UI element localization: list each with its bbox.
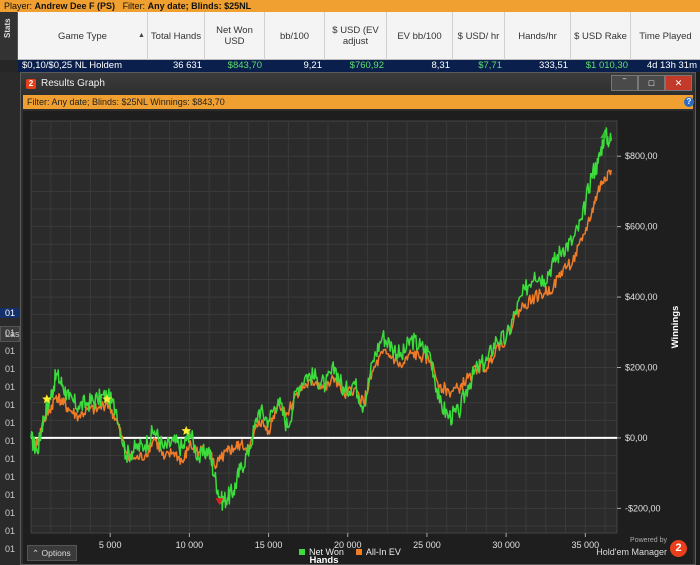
legend-swatch: [299, 549, 305, 555]
cell-rake: $1 010,30: [585, 60, 628, 71]
cell-usd-per-hour: $7,71: [478, 60, 502, 71]
cell-hands-per-hour: 333,51: [538, 60, 568, 71]
x-tick-label: 5 000: [99, 540, 122, 550]
results-graph-window: 2 Results Graph ‾ □ ✕ Filter: Any date; …: [20, 72, 696, 565]
col-header-game-type[interactable]: Game Type: [18, 12, 148, 60]
x-tick-label: 30 000: [492, 540, 520, 550]
powered-by-brand: Powered by Hold'em Manager 2: [583, 537, 689, 561]
filter-label: Filter:: [122, 1, 146, 11]
col-header-total-hands[interactable]: Total Hands: [148, 12, 205, 60]
list-item[interactable]: 01: [5, 490, 16, 500]
list-item[interactable]: 01: [5, 364, 16, 374]
y-tick-label: $400,00: [625, 292, 658, 302]
las-dropdown[interactable]: Las: [0, 326, 20, 342]
legend-label: Net Won: [309, 547, 344, 557]
low-point-marker: [215, 498, 224, 506]
x-tick-label: 25 000: [413, 540, 441, 550]
chart-legend: Net Won All-In EV: [299, 546, 413, 558]
list-item[interactable]: 01: [5, 526, 16, 536]
list-item[interactable]: 01: [5, 418, 16, 428]
minimize-button[interactable]: ‾: [611, 75, 638, 91]
stats-side-tab[interactable]: Stats: [0, 12, 18, 60]
x-tick-label: 10 000: [176, 540, 204, 550]
hm2-app-icon: 2: [26, 79, 36, 89]
series-line-net-won: [30, 127, 612, 511]
filter-value: Any date; Blinds: $25NL: [147, 1, 252, 11]
col-header-net-won[interactable]: Net Won USD: [205, 12, 265, 60]
table-row[interactable]: $0,10/$0,25 NL Holdem 36 631 $843,70 9,2…: [18, 60, 700, 72]
x-tick-label: 35 000: [572, 540, 600, 550]
player-filter-bar: Player: Andrew Dee F (PS) Filter: Any da…: [0, 0, 700, 12]
y-tick-label: $0,00: [625, 433, 648, 443]
y-tick-label: $600,00: [625, 222, 658, 232]
list-item[interactable]: 01: [5, 382, 16, 392]
plot-area: [30, 120, 618, 534]
chevron-up-icon: ⌃: [32, 548, 40, 558]
cell-net-won: $843,70: [227, 60, 262, 71]
window-title: Results Graph: [41, 78, 105, 89]
cell-bb100: 9,21: [303, 60, 323, 71]
background-session-list: Las 01 01 01 01 01 01 01 01 01 01 01 01 …: [0, 72, 20, 565]
options-button[interactable]: ⌃ Options: [27, 545, 77, 561]
chart-svg: 5 000 10 000 15 000 20 000 25 000 30 000 35 00…: [30, 120, 681, 564]
cell-game-type: $0,10/$0,25 NL Holdem: [22, 60, 122, 71]
col-header-bb100[interactable]: bb/100: [265, 12, 325, 60]
x-tick-label: 15 000: [255, 540, 283, 550]
graph-filter-text: Filter: Any date; Blinds: $25NL Winnings…: [27, 97, 225, 107]
maximize-button[interactable]: □: [638, 75, 665, 91]
player-name: Andrew Dee F (PS): [34, 1, 116, 11]
col-header-ev-bb100[interactable]: EV bb/100: [387, 12, 453, 60]
col-header-rake[interactable]: $ USD Rake: [571, 12, 631, 60]
help-icon[interactable]: ?: [684, 97, 694, 107]
stats-table-header: Game Type ▲ Total Hands Net Won USD bb/1…: [18, 12, 700, 60]
hm2-logo-icon: 2: [670, 540, 687, 557]
background-edge: [696, 72, 700, 565]
cell-ev-bb100: 8,31: [431, 60, 451, 71]
window-titlebar[interactable]: 2 Results Graph ‾ □ ✕: [21, 73, 695, 95]
list-item[interactable]: 01: [5, 544, 16, 554]
list-item[interactable]: 01: [5, 472, 16, 482]
y-tick-label: -$200,00: [625, 503, 661, 513]
list-item[interactable]: 01: [5, 436, 16, 446]
y-tick-label: $200,00: [625, 362, 658, 372]
powered-by-text: Powered by: [630, 537, 667, 544]
col-header-ev-adjusted[interactable]: $ USD (EV adjust: [325, 12, 387, 60]
y-axis-label: Winnings: [670, 306, 681, 349]
list-item[interactable]: 01: [5, 400, 16, 410]
stats-tab-label: Stats: [3, 18, 12, 38]
window-controls: ‾ □ ✕: [611, 75, 693, 91]
y-tick-label: $800,00: [625, 151, 658, 161]
list-item[interactable]: 01: [5, 508, 16, 518]
star-marker: [42, 394, 52, 404]
x-axis-label: Hands: [309, 555, 338, 564]
list-item[interactable]: 01: [5, 346, 16, 356]
list-item[interactable]: 01: [5, 454, 16, 464]
list-item[interactable]: 01: [5, 328, 16, 338]
col-header-hands-per-hour[interactable]: Hands/hr: [505, 12, 571, 60]
cell-total-hands: 36 631: [172, 60, 202, 71]
x-tick-label: 20 000: [334, 540, 362, 550]
legend-item-all-in-ev[interactable]: All-In EV: [355, 547, 401, 557]
graph-filter-bar: Filter: Any date; Blinds: $25NL Winnings…: [23, 95, 694, 109]
cell-time-played: 4d 13h 31m: [646, 60, 697, 71]
col-header-usd-per-hour[interactable]: $ USD/ hr: [453, 12, 505, 60]
options-label: Options: [41, 548, 71, 558]
col-header-time-played[interactable]: Time Played: [639, 30, 692, 42]
brand-name: Hold'em Manager: [596, 547, 667, 557]
player-label: Player:: [4, 1, 33, 11]
star-marker: [102, 394, 112, 404]
legend-item-net-won[interactable]: Net Won: [299, 547, 344, 557]
legend-label: All-In EV: [365, 547, 401, 557]
close-button[interactable]: ✕: [665, 75, 692, 91]
star-marker: [181, 425, 191, 435]
list-item[interactable]: 01: [0, 308, 20, 318]
sort-ascending-icon[interactable]: ▲: [138, 32, 145, 39]
high-point-marker: [600, 131, 609, 139]
legend-swatch: [355, 549, 362, 555]
results-graph: 5 000 10 000 15 000 20 000 25 000 30 000 35 00…: [23, 111, 693, 564]
cell-ev-adjusted: $760,92: [349, 60, 384, 71]
